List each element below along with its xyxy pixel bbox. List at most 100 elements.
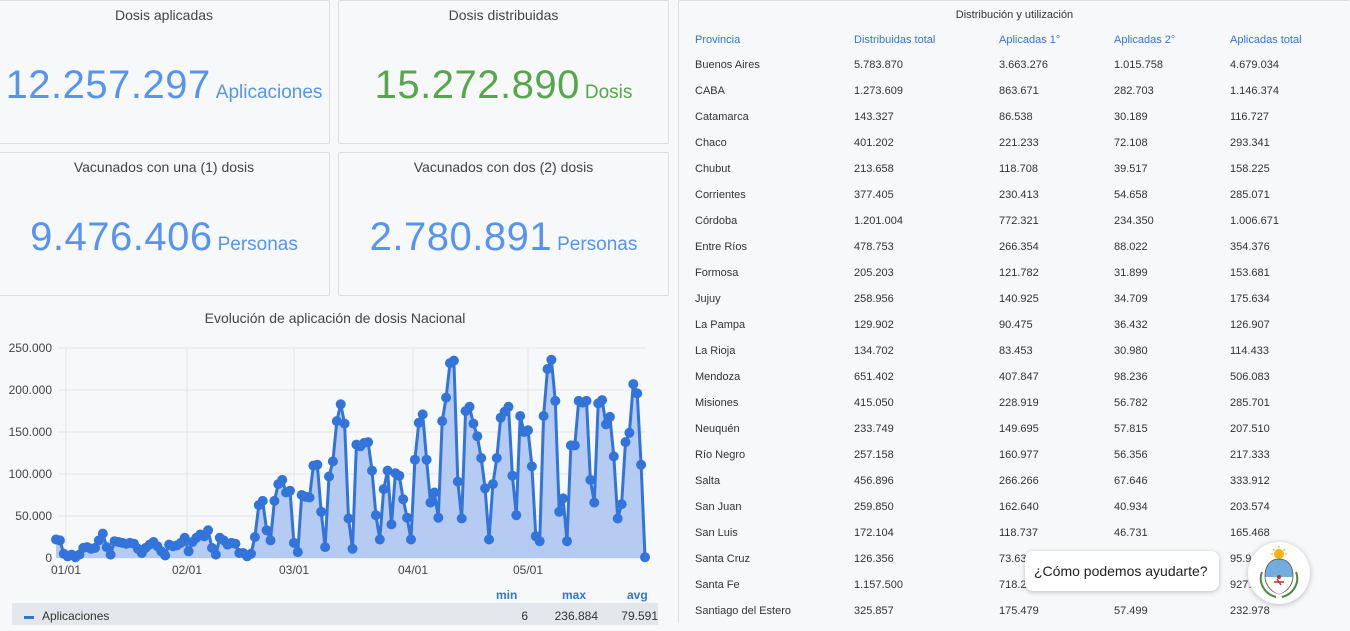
stat-number: 12.257.297 — [5, 63, 211, 107]
data-point — [468, 418, 479, 429]
stat-title: Vacunados con una (1) dosis — [73, 159, 255, 175]
cell-distribuidas: 213.658 — [854, 163, 894, 175]
legend-swatch — [24, 616, 34, 619]
data-point — [476, 453, 487, 463]
chat-prompt-bubble[interactable]: ¿Cómo podemos ayudarte? — [1025, 551, 1219, 591]
data-point — [456, 513, 467, 524]
cell-aplicadas-1: 228.919 — [999, 397, 1039, 409]
data-point — [429, 487, 440, 498]
cell-aplicadas-2: 54.658 — [1114, 189, 1148, 201]
cell-aplicadas-1: 718.2 — [999, 579, 1027, 591]
data-point — [327, 456, 338, 467]
data-point — [569, 440, 580, 451]
stat-number: 9.476.406 — [30, 215, 213, 259]
data-point — [538, 411, 549, 421]
data-point — [339, 418, 350, 429]
cell-distribuidas: 478.753 — [854, 241, 894, 253]
stat-number: 15.272.890 — [374, 63, 580, 107]
data-point — [285, 485, 295, 496]
table-row: Río Negro 257.158 160.977 56.356 217.333 — [679, 449, 1350, 475]
legend-header-min: min — [496, 588, 518, 602]
cell-aplicadas-2: 34.709 — [1114, 293, 1148, 305]
cell-distribuidas: 172.104 — [854, 527, 894, 539]
legend-avg: 79.591 — [621, 609, 658, 623]
cell-distribuidas: 205.203 — [854, 267, 894, 279]
cell-provincia: Santa Cruz — [695, 553, 751, 565]
data-point — [503, 401, 514, 412]
cell-provincia: Santiago del Estero — [695, 605, 792, 617]
cell-distribuidas: 415.050 — [854, 397, 894, 409]
cell-aplicadas-total: 165.468 — [1230, 527, 1270, 539]
column-header-aplicadas-total[interactable]: Aplicadas total — [1230, 34, 1302, 46]
x-tick-label: 03/01 — [279, 563, 309, 577]
column-header-provincia[interactable]: Provincia — [695, 34, 741, 46]
table-row: Corrientes 377.405 230.413 54.658 285.071 — [679, 189, 1350, 215]
data-point — [433, 512, 444, 523]
cell-aplicadas-1: 160.977 — [999, 449, 1039, 461]
data-point — [105, 549, 116, 560]
table-row: Jujuy 258.956 140.925 34.709 175.634 — [679, 293, 1350, 319]
stat-panel-dos-dosis: Vacunados con dos (2) dosis 2.780.891 Per… — [338, 152, 669, 296]
legend-series-row[interactable]: Aplicaciones 6 236.884 79.591 — [12, 603, 658, 625]
cell-aplicadas-2: 72.108 — [1114, 137, 1148, 149]
cell-provincia: CABA — [695, 85, 725, 97]
cell-aplicadas-total: 217.333 — [1230, 449, 1270, 461]
column-header-aplicadas-2[interactable]: Aplicadas 2° — [1114, 34, 1176, 46]
stat-unit: Personas — [557, 234, 638, 255]
data-point — [523, 425, 533, 436]
cell-aplicadas-2: 40.934 — [1114, 501, 1148, 513]
y-tick-label: 0 — [45, 551, 52, 565]
stat-panel-dosis-aplicadas: Dosis aplicadas 12.257.297 Aplicaciones — [0, 0, 330, 144]
data-point — [277, 474, 288, 485]
stat-number: 2.780.891 — [369, 215, 553, 259]
data-point — [452, 476, 463, 487]
data-point — [421, 454, 432, 465]
cell-aplicadas-1: 266.354 — [999, 241, 1039, 253]
data-point — [97, 528, 108, 539]
y-tick-label: 100.000 — [9, 467, 53, 481]
cell-aplicadas-total: 126.907 — [1230, 319, 1270, 331]
data-point — [526, 461, 537, 472]
legend-max: 236.884 — [554, 609, 598, 623]
cell-aplicadas-2: 36.432 — [1114, 319, 1148, 331]
stat-title: Vacunados con dos (2) dosis — [413, 159, 594, 175]
cell-distribuidas: 259.850 — [854, 501, 894, 513]
table-row: La Pampa 129.902 90.475 36.432 126.907 — [679, 319, 1350, 345]
data-point — [515, 411, 526, 421]
cell-aplicadas-total: 114.433 — [1230, 345, 1269, 357]
column-header-distribuidas[interactable]: Distribuidas total — [854, 34, 936, 46]
data-point — [484, 534, 494, 545]
cell-aplicadas-2: 30.189 — [1114, 111, 1148, 123]
cell-aplicadas-total: 203.574 — [1230, 501, 1270, 513]
cell-aplicadas-total: 4.679.034 — [1230, 59, 1279, 71]
data-point — [320, 542, 331, 553]
data-point — [367, 465, 377, 476]
table-row: San Luis 172.104 118.737 46.731 165.468 — [679, 527, 1350, 553]
chat-avatar-button[interactable] — [1248, 542, 1310, 604]
table-row: Mendoza 651.402 407.847 98.236 506.083 — [679, 371, 1350, 397]
data-point — [636, 459, 647, 470]
cell-aplicadas-1: 230.413 — [999, 189, 1039, 201]
data-point — [437, 416, 448, 427]
cell-aplicadas-total: 207.510 — [1230, 423, 1270, 435]
column-header-aplicadas-1[interactable]: Aplicadas 1° — [999, 34, 1061, 46]
cell-aplicadas-total: 175.634 — [1230, 293, 1270, 305]
data-point — [312, 459, 323, 470]
stat-unit: Personas — [217, 234, 298, 255]
cell-distribuidas: 1.157.500 — [854, 579, 903, 591]
data-point — [628, 379, 639, 390]
data-point — [534, 536, 545, 547]
data-point — [464, 401, 475, 412]
cell-distribuidas: 143.327 — [854, 111, 894, 123]
y-tick-label: 200.000 — [9, 383, 53, 397]
argentina-shield-icon — [1259, 546, 1299, 598]
data-point — [624, 427, 635, 438]
cell-distribuidas: 1.201.004 — [854, 215, 903, 227]
stat-unit: Dosis — [584, 82, 633, 103]
data-point — [402, 512, 413, 523]
data-point — [581, 395, 592, 406]
data-point — [54, 535, 65, 546]
data-point — [620, 437, 631, 448]
stat-value: 2.780.891 Personas — [339, 215, 668, 260]
cell-aplicadas-2: 57.815 — [1114, 423, 1148, 435]
